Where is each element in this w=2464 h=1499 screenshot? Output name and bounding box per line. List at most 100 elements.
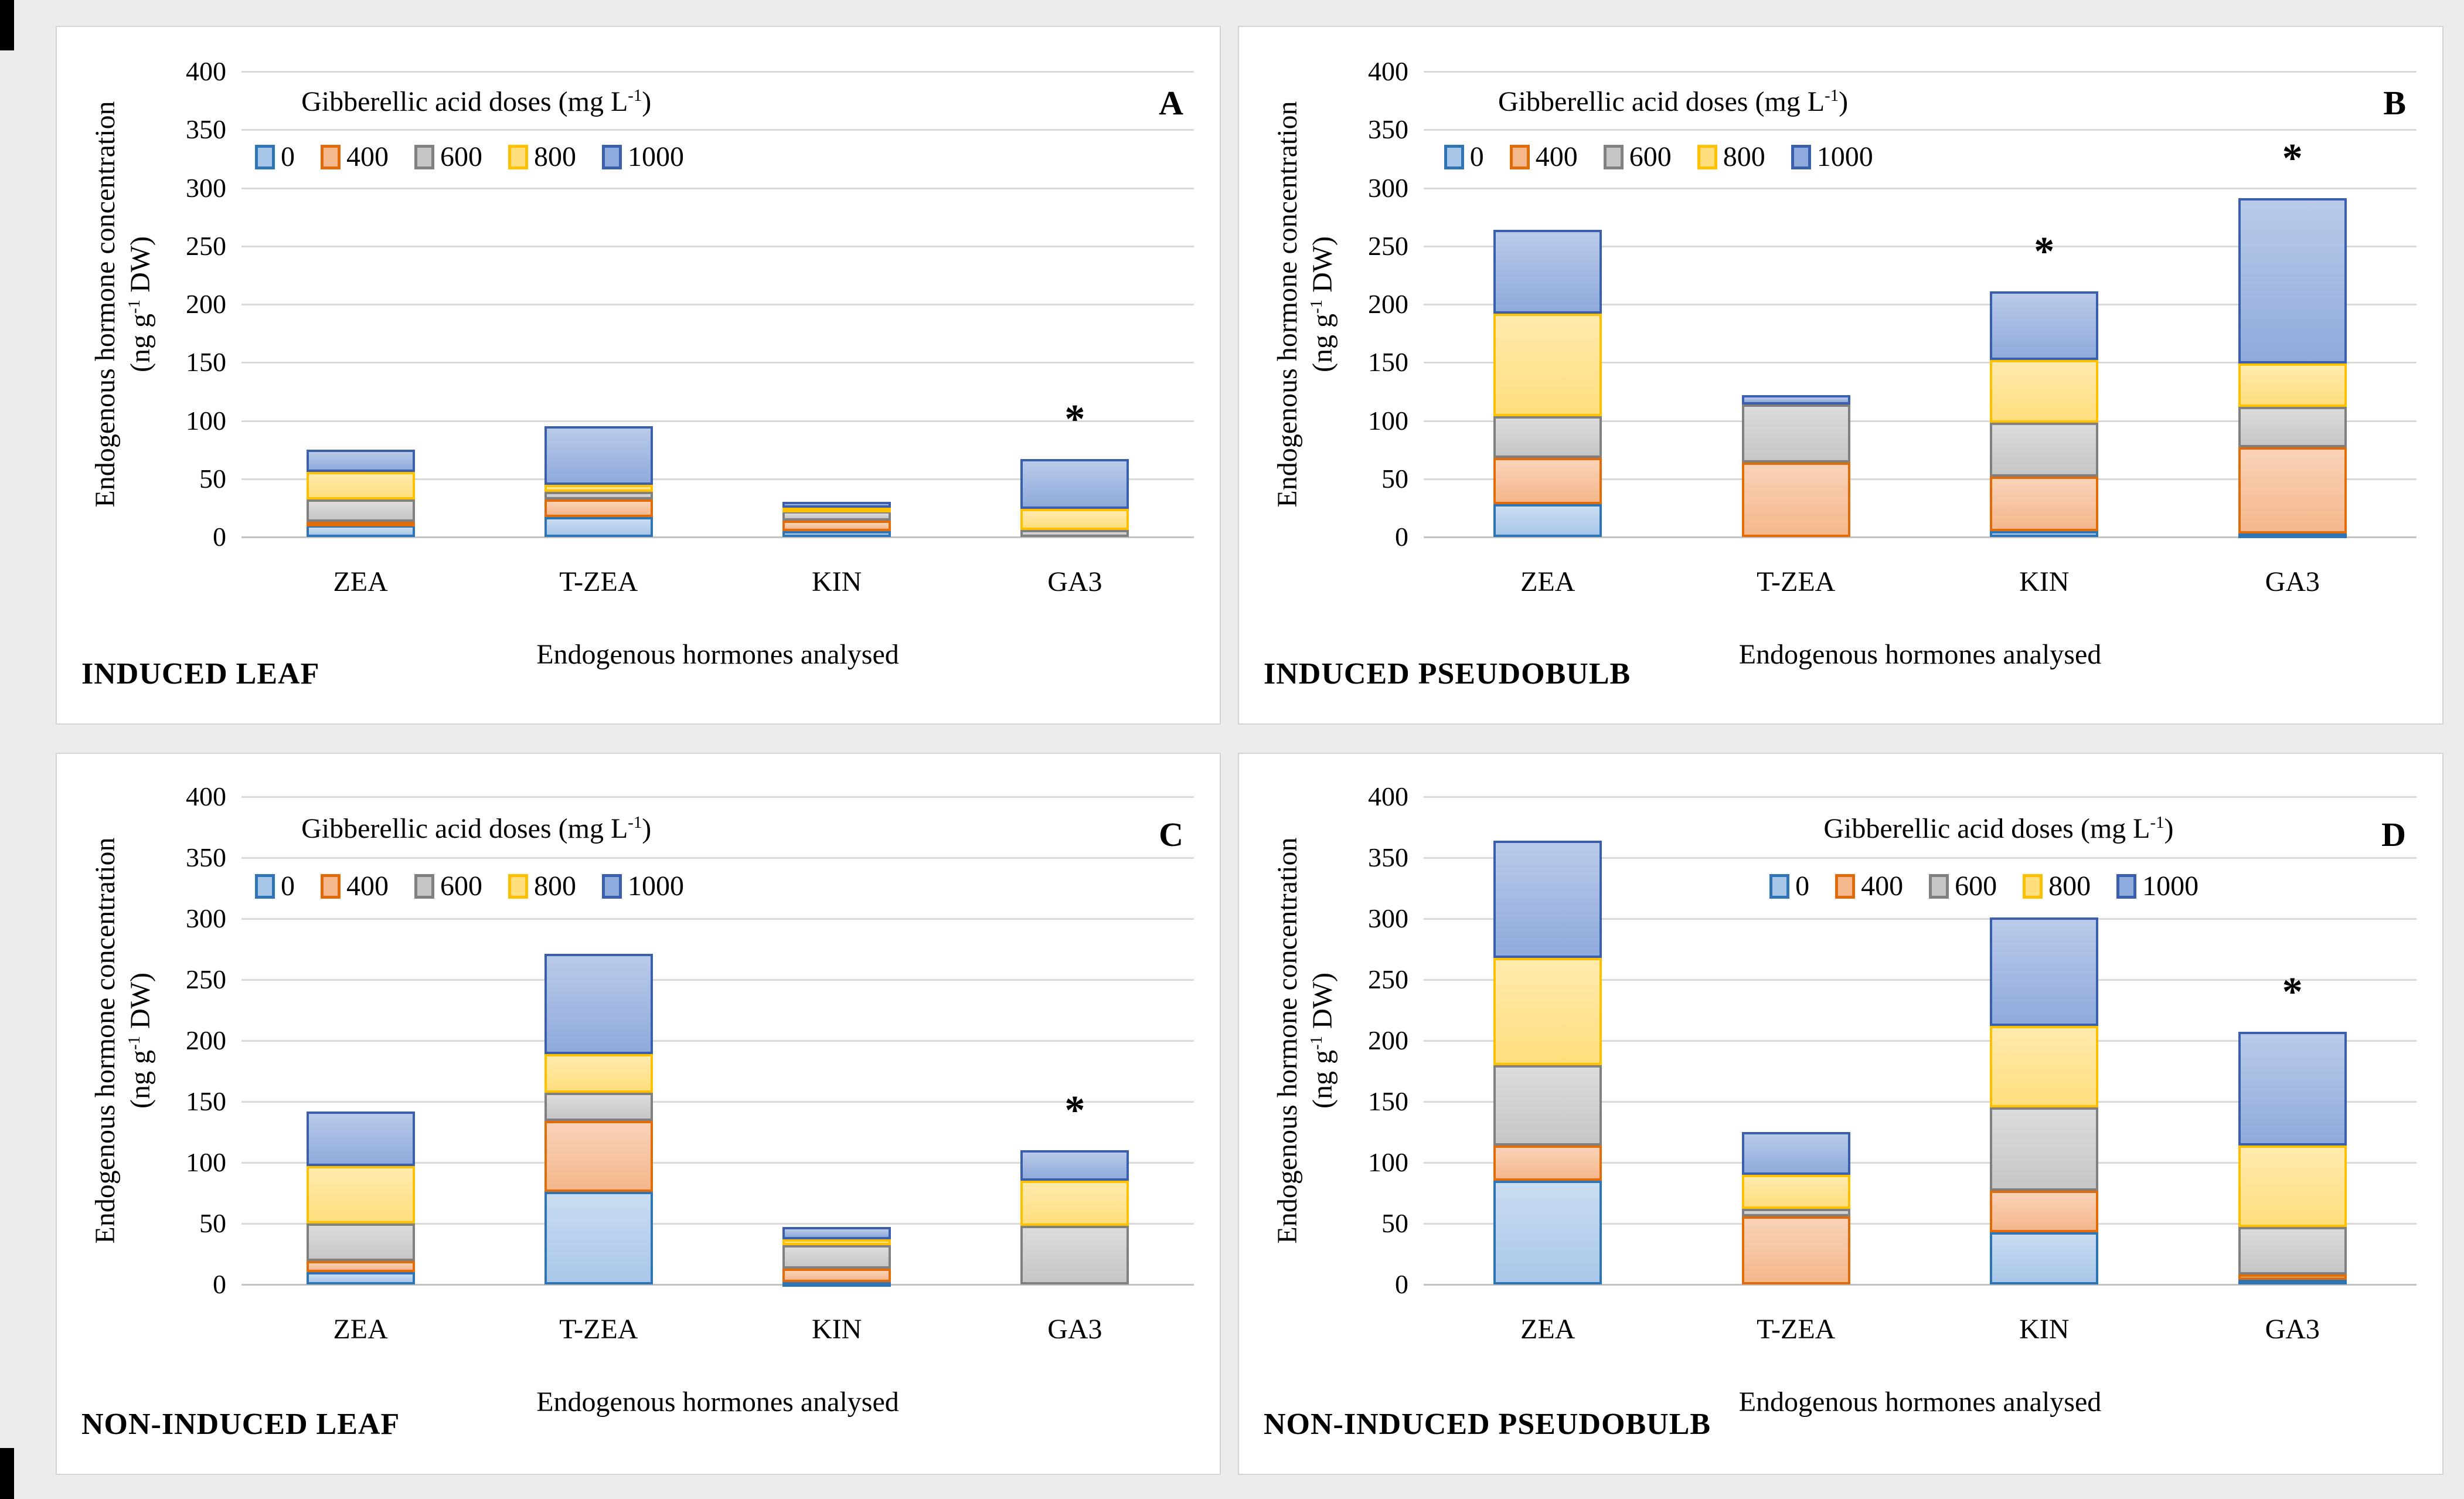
- legend-label: 1000: [1816, 141, 1873, 172]
- y-axis-tick-label: 0: [213, 522, 226, 552]
- legend-item: 0: [254, 143, 295, 171]
- legend-item: 400: [320, 143, 389, 171]
- gridline: [241, 129, 1194, 131]
- bar-t-zea: [1741, 27, 1850, 537]
- bar-segment-kin-600: [782, 1245, 891, 1269]
- gridline: [1424, 918, 2417, 920]
- y-axis-tick-label: 100: [186, 405, 226, 436]
- legend-label: 600: [440, 141, 482, 172]
- bar-segment-t-zea-800: [544, 1053, 653, 1093]
- bar-kin: [782, 27, 891, 537]
- panel-d: 400 350 300 250 200 150 100 50 0 Endogenous hormo…: [1238, 753, 2443, 1475]
- y-axis-tick-label: 300: [186, 172, 226, 203]
- legend-label: 600: [440, 871, 482, 902]
- y-axis-tick-label: 200: [186, 1025, 226, 1055]
- x-axis-title: Endogenous hormones analysed: [536, 639, 899, 670]
- panel-letter: C: [1159, 815, 1183, 854]
- y-axis-title: Endogenous hormone concentration (ng g-1 …: [1270, 753, 1346, 1328]
- legend-label: 0: [1469, 141, 1484, 172]
- y-axis-tick-label: 300: [186, 903, 226, 933]
- legend-title: Gibberellic acid doses (mg L-1): [301, 813, 652, 844]
- gridline: [1424, 1040, 2417, 1042]
- gridline: [241, 796, 1194, 798]
- gridline: [241, 420, 1194, 422]
- y-axis-tick-label: 50: [1381, 1208, 1408, 1238]
- bar-segment-kin-1000: [782, 502, 891, 508]
- legend-item: 800: [508, 143, 576, 171]
- gridline: [1424, 536, 2417, 538]
- significance-asterisk: *: [2282, 136, 2303, 182]
- bar-segment-ga3-600: [2238, 406, 2347, 448]
- gridline: [241, 979, 1194, 981]
- bar-segment-kin-600: [782, 511, 891, 521]
- bar-segment-ga3-0: [2238, 1279, 2347, 1284]
- y-axis-tick-label: 250: [1368, 230, 1408, 261]
- bar-segment-ga3-600: [1020, 530, 1129, 537]
- bar-segment-zea-400: [306, 522, 415, 527]
- legend-swatch-1000: [1791, 145, 1811, 169]
- x-axis-tick-label: ZEA: [333, 566, 388, 597]
- significance-asterisk: *: [2034, 229, 2055, 275]
- panel-a: 400 350 300 250 200 150 100 50 0 Endogenous hormo…: [56, 26, 1221, 725]
- y-axis-title-line1: Endogenous hormone concentration: [1272, 837, 1303, 1244]
- gridline: [1424, 1162, 2417, 1164]
- bar-segment-zea-400: [1493, 458, 1602, 505]
- legend-item: 0: [254, 872, 295, 900]
- bar-segment-t-zea-600: [544, 1093, 653, 1121]
- bar-segment-kin-800: [1990, 1026, 2099, 1108]
- legend-swatch-800: [508, 874, 528, 899]
- gridline: [1424, 362, 2417, 364]
- legend-swatch-600: [1603, 145, 1624, 169]
- legend-item: 400: [1835, 872, 1903, 900]
- bar-t-zea: [1741, 754, 1850, 1284]
- bar-segment-ga3-0: [2238, 533, 2347, 539]
- legend-label: 800: [1723, 141, 1765, 172]
- bar-kin: [1990, 754, 2099, 1284]
- legend-swatch-800: [508, 145, 528, 169]
- bar-segment-ga3-800: [1020, 509, 1129, 531]
- bar-segment-zea-0: [306, 1272, 415, 1284]
- legend-swatch-800: [2023, 874, 2043, 899]
- gridline: [241, 187, 1194, 189]
- y-axis-title: Endogenous hormone concentration (ng g-1 …: [88, 753, 164, 1328]
- gridline: [1424, 796, 2417, 798]
- significance-asterisk: *: [2282, 970, 2303, 1015]
- gridline: [1424, 187, 2417, 189]
- bar-zea: [1493, 754, 1602, 1284]
- y-axis-tick-label: 50: [199, 463, 226, 494]
- bar-segment-kin-1000: [1990, 917, 2099, 1026]
- y-axis-title-line1: Endogenous hormone concentration: [1272, 101, 1303, 508]
- legend-label: 400: [1535, 141, 1578, 172]
- y-axis-tick-label: 300: [1368, 172, 1408, 203]
- y-axis-tick-label: 300: [1368, 903, 1408, 933]
- y-axis-tick-label: 100: [1368, 1147, 1408, 1177]
- panel-letter: B: [2383, 84, 2406, 122]
- y-axis-tick-label: 350: [1368, 114, 1408, 145]
- legend-item: 0: [1769, 872, 1809, 900]
- y-axis-title-line2: (ng g-1 DW): [1307, 973, 1338, 1109]
- gridline: [241, 1162, 1194, 1164]
- x-axis-title: Endogenous hormones analysed: [536, 1386, 899, 1418]
- x-axis-tick-label: T-ZEA: [1757, 566, 1836, 597]
- bar-segment-ga3-800: [1020, 1181, 1129, 1226]
- bar-segment-kin-800: [782, 508, 891, 513]
- gridline: [241, 362, 1194, 364]
- bar-segment-zea-1000: [1493, 840, 1602, 958]
- y-axis-title-line2: (ng g-1 DW): [125, 236, 156, 372]
- x-axis-tick-label: GA3: [1047, 566, 1102, 597]
- bar-ga3: [2238, 754, 2347, 1284]
- y-axis-tick-label: 350: [186, 842, 226, 872]
- legend-item: 800: [2023, 872, 2091, 900]
- legend-swatch-600: [414, 145, 434, 169]
- y-axis-tick-label: 100: [186, 1147, 226, 1177]
- bar-segment-ga3-1000: [2238, 198, 2347, 364]
- legend-label: 600: [1955, 871, 1997, 902]
- legend-label: 1000: [627, 141, 684, 172]
- bar-segment-kin-400: [782, 521, 891, 532]
- legend-item: 0: [1444, 143, 1484, 171]
- legend-swatch-400: [1509, 145, 1530, 169]
- y-axis-title-line2: (ng g-1 DW): [1307, 236, 1338, 372]
- legend-label: 400: [346, 871, 389, 902]
- legend-label: 0: [1795, 871, 1810, 902]
